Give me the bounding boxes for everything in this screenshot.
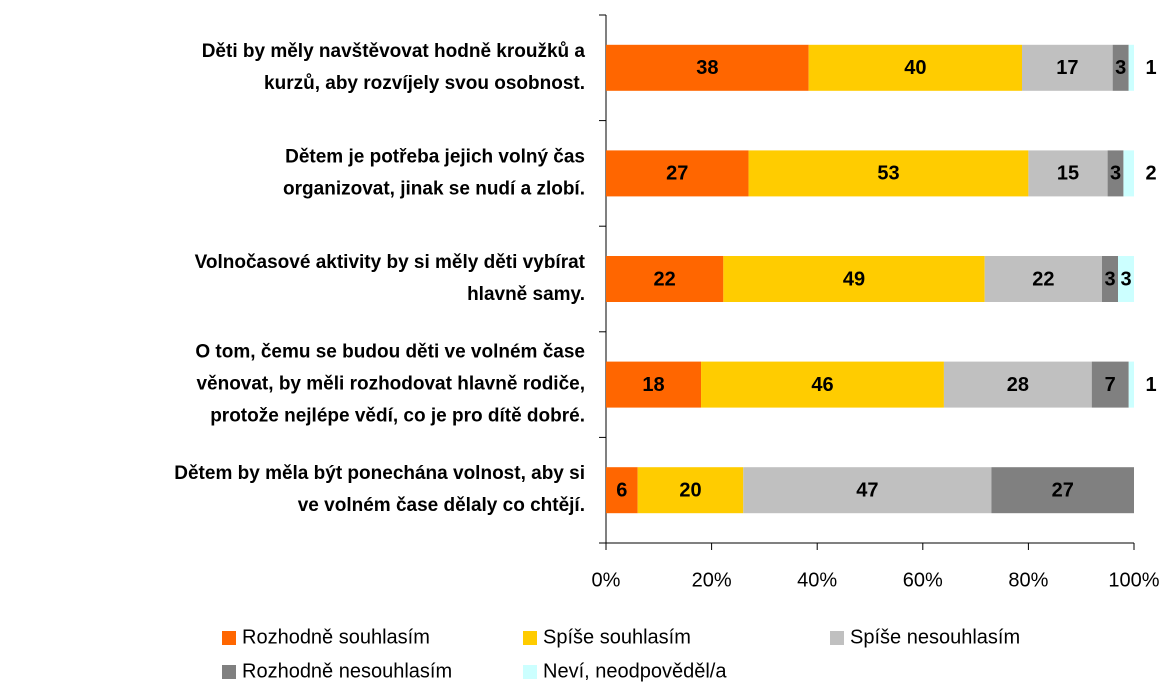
category-line: kurzů, aby rozvíjely svou osobnost. — [264, 73, 585, 94]
bar-segment — [606, 361, 702, 408]
bar-segment — [1123, 150, 1134, 197]
x-tick-label: 80% — [1008, 569, 1048, 591]
data-label: 27 — [1052, 479, 1074, 501]
bar-segment — [723, 256, 985, 302]
category-line: Dětem by měla být ponechána volnost, aby… — [174, 463, 585, 484]
bar-segment — [984, 256, 1102, 302]
bar-segment — [991, 467, 1134, 514]
data-label: 6 — [616, 479, 627, 501]
category-line: Dětem je potřeba jejich volný čas — [285, 146, 585, 167]
bar-segment — [606, 150, 749, 197]
bar-segment — [943, 361, 1092, 408]
data-label: 22 — [654, 268, 676, 290]
legend-swatch — [523, 631, 537, 645]
data-label: 49 — [843, 268, 865, 290]
data-label: 3 — [1115, 57, 1126, 79]
legend-label: Rozhodně souhlasím — [242, 626, 430, 648]
bar-segment — [701, 361, 944, 408]
legend-label: Spíše souhlasím — [543, 626, 691, 648]
category-line: organizovat, jinak se nudí a zlobí. — [283, 178, 585, 199]
data-label: 7 — [1105, 374, 1116, 396]
x-tick-label: 40% — [797, 569, 837, 591]
legend-swatch — [222, 665, 236, 679]
data-label: 46 — [811, 374, 833, 396]
bar-segment — [1128, 361, 1134, 408]
bar-segment — [1118, 256, 1134, 302]
bar-segment — [1102, 256, 1118, 302]
legend-label: Neví, neodpověděl/a — [543, 660, 727, 682]
data-label: 22 — [1032, 268, 1054, 290]
data-label: 53 — [877, 163, 899, 185]
x-tick-label: 60% — [903, 569, 943, 591]
legend-swatch — [222, 631, 236, 645]
data-label: 1 — [1145, 57, 1156, 79]
data-label: 28 — [1007, 374, 1029, 396]
data-label: 38 — [696, 57, 718, 79]
bar-segment — [606, 256, 724, 302]
category-label: Děti by měly navštěvovat hodně kroužků a… — [202, 41, 586, 94]
x-tick-label: 20% — [692, 569, 732, 591]
data-label: 40 — [904, 57, 926, 79]
category-line: Volnočasové aktivity by si měly děti vyb… — [195, 252, 586, 273]
data-label: 27 — [666, 163, 688, 185]
legend-label: Spíše nesouhlasím — [850, 626, 1020, 648]
legend-swatch — [523, 665, 537, 679]
data-label: 20 — [679, 479, 701, 501]
data-label: 3 — [1120, 268, 1131, 290]
category-label: O tom, čemu se budou děti ve volném čase… — [195, 342, 585, 427]
category-label: Dětem by měla být ponechána volnost, aby… — [174, 463, 585, 516]
category-line: protože nejlépe vědí, co je pro dítě dob… — [210, 406, 585, 427]
data-label: 18 — [642, 374, 664, 396]
bar-segment — [1128, 44, 1134, 91]
data-label: 15 — [1057, 163, 1079, 185]
category-line: ve volném čase dělaly co chtějí. — [298, 495, 585, 516]
bar-segment — [1107, 150, 1124, 197]
bar-segment — [808, 44, 1022, 91]
category-line: hlavně samy. — [467, 284, 585, 305]
category-label: Volnočasové aktivity by si měly děti vyb… — [195, 252, 586, 305]
bar-segment — [1112, 44, 1129, 91]
bar-segment — [743, 467, 992, 514]
data-label: 3 — [1104, 268, 1115, 290]
bar-segment — [606, 467, 638, 514]
category-line: Děti by měly navštěvovat hodně kroužků a — [202, 41, 586, 62]
legend-label: Rozhodně nesouhlasím — [242, 660, 452, 682]
bar-segment — [1091, 361, 1129, 408]
category-line: věnovat, by měli rozhodovat hlavně rodič… — [196, 374, 585, 395]
data-label: 2 — [1145, 163, 1156, 185]
legend-swatch — [830, 631, 844, 645]
x-tick-label: 0% — [592, 569, 621, 591]
category-line: O tom, čemu se budou děti ve volném čase — [195, 342, 585, 363]
data-label: 47 — [856, 479, 878, 501]
data-label: 17 — [1056, 57, 1078, 79]
data-label: 1 — [1145, 374, 1156, 396]
x-tick-label: 100% — [1108, 569, 1159, 591]
bar-segment — [1022, 44, 1113, 91]
bar-segment — [1028, 150, 1108, 197]
data-label: 3 — [1110, 163, 1121, 185]
bar-segment — [748, 150, 1029, 197]
category-label: Dětem je potřeba jejich volný čas organiz… — [283, 146, 585, 199]
bar-segment — [637, 467, 744, 514]
bar-segment — [606, 44, 809, 91]
